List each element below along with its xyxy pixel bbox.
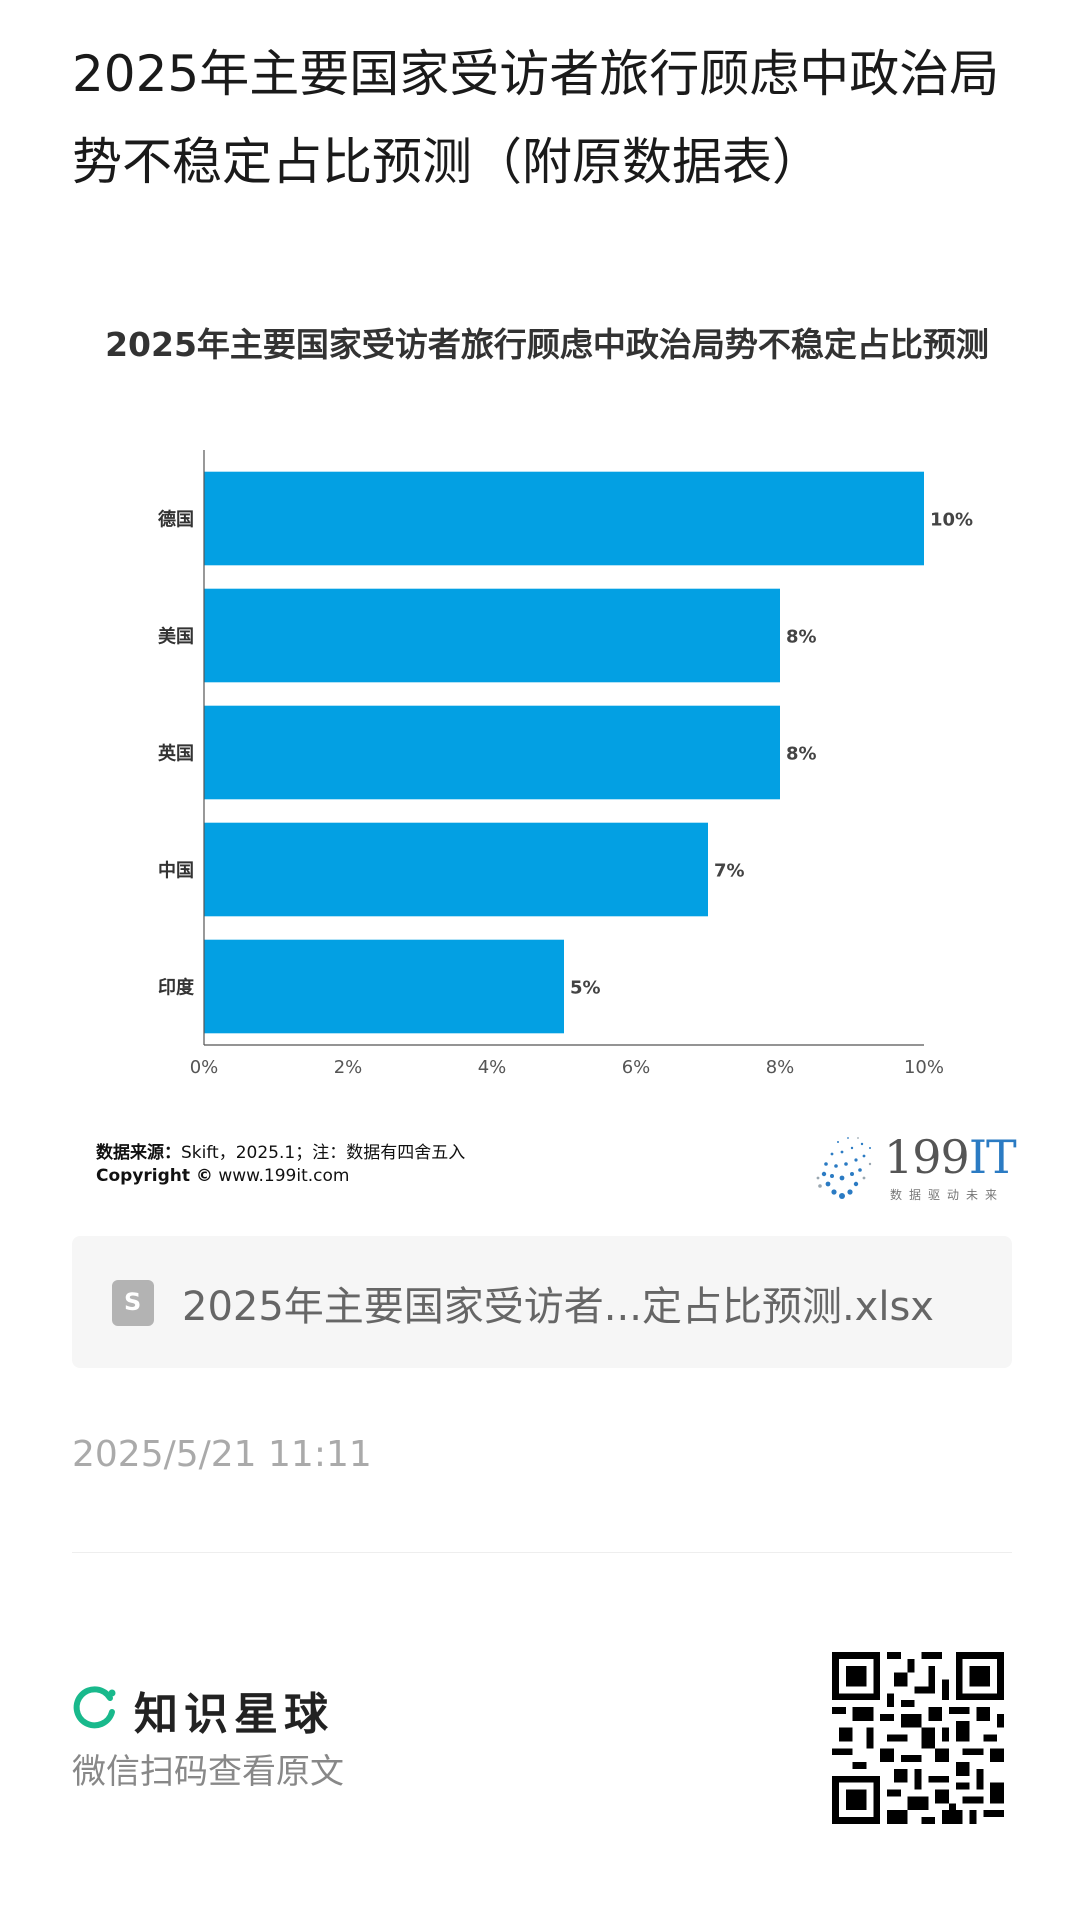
zsxq-logo-icon bbox=[73, 1686, 116, 1729]
logo-it: IT bbox=[968, 1130, 1017, 1184]
x-tick-label-2: 4% bbox=[478, 1057, 507, 1078]
logo-number: 199 bbox=[884, 1130, 970, 1184]
logo-slogan: 数据驱动未来 bbox=[890, 1188, 1005, 1202]
logo-text: 199IT bbox=[884, 1130, 1017, 1184]
category-label-4: 印度 bbox=[158, 977, 195, 999]
data-source-label: 数据来源： bbox=[96, 1143, 181, 1163]
scan-hint: 微信扫码查看原文 bbox=[72, 1752, 344, 1792]
spreadsheet-file-icon: S bbox=[112, 1280, 154, 1326]
brand-name: 知识星球 bbox=[134, 1689, 334, 1740]
post-date: 2025/5/21 11:11 bbox=[72, 1434, 372, 1475]
x-tick-label-0: 0% bbox=[190, 1057, 219, 1078]
x-tick-label-5: 10% bbox=[904, 1057, 944, 1078]
data-label-3: 7% bbox=[714, 861, 745, 882]
chart-image[interactable]: 2025年主要国家受访者旅行顾虑中政治局势不稳定占比预测 德国 10% 美国 8% 英国… bbox=[72, 300, 1022, 1220]
copyright-label: Copyright © bbox=[96, 1166, 213, 1186]
category-label-3: 中国 bbox=[158, 860, 194, 882]
category-label-1: 美国 bbox=[158, 626, 194, 648]
data-label-4: 5% bbox=[570, 978, 601, 999]
bar-1 bbox=[204, 588, 780, 683]
bar-0 bbox=[204, 471, 924, 566]
file-icon-glyph: S bbox=[124, 1288, 142, 1316]
divider bbox=[72, 1552, 1012, 1553]
category-label-0: 德国 bbox=[158, 509, 194, 531]
chart-title: 2025年主要国家受访者旅行顾虑中政治局势不稳定占比预测 bbox=[105, 325, 989, 364]
bar-chart: 德国 10% 美国 8% 英国 8% 中国 7% 印度 5% 0% 2% 4% 6% 8% 10% bbox=[157, 450, 973, 1078]
x-tick-label-3: 6% bbox=[622, 1057, 651, 1078]
data-label-1: 8% bbox=[786, 627, 817, 648]
data-label-2: 8% bbox=[786, 744, 817, 765]
data-source-text: Skift，2025.1；注：数据有四舍五入 bbox=[181, 1143, 466, 1163]
post-title: 2025年主要国家受访者旅行顾虑中政治局势不稳定占比预测（附原数据表） bbox=[72, 45, 1000, 191]
qr-code-icon[interactable] bbox=[832, 1652, 1004, 1824]
199it-logo-icon bbox=[816, 1137, 872, 1199]
data-source: 数据来源：Skift，2025.1；注：数据有四舍五入 bbox=[96, 1138, 465, 1163]
category-label-2: 英国 bbox=[157, 743, 194, 765]
copyright: Copyright © www.199it.com bbox=[96, 1166, 349, 1186]
199it-logo: 199IT 数据驱动未来 bbox=[812, 1130, 1017, 1210]
bar-4 bbox=[204, 939, 564, 1034]
bar-3 bbox=[204, 822, 708, 917]
copyright-url: www.199it.com bbox=[218, 1166, 350, 1186]
file-name[interactable]: 2025年主要国家受访者...定占比预测.xlsx bbox=[182, 1284, 934, 1330]
bar-2 bbox=[204, 705, 780, 800]
data-label-0: 10% bbox=[930, 510, 973, 531]
x-tick-label-4: 8% bbox=[766, 1057, 795, 1078]
attachment-file[interactable]: S 2025年主要国家受访者...定占比预测.xlsx bbox=[72, 1236, 1012, 1368]
x-tick-label-1: 2% bbox=[334, 1057, 363, 1078]
